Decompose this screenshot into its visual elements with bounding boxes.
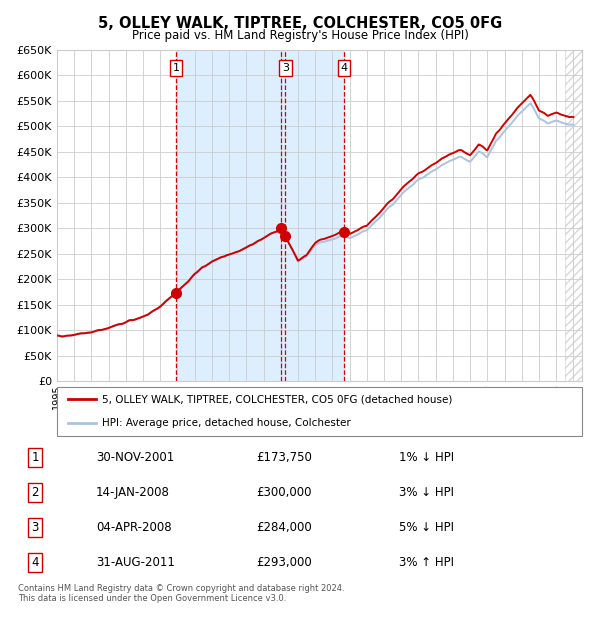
Text: 3: 3 (282, 63, 289, 73)
Text: Contains HM Land Registry data © Crown copyright and database right 2024.
This d: Contains HM Land Registry data © Crown c… (18, 584, 344, 603)
Text: Price paid vs. HM Land Registry's House Price Index (HPI): Price paid vs. HM Land Registry's House … (131, 29, 469, 42)
Text: 1: 1 (31, 451, 39, 464)
Text: £300,000: £300,000 (256, 486, 311, 499)
Text: 3: 3 (31, 521, 39, 534)
Text: 5, OLLEY WALK, TIPTREE, COLCHESTER, CO5 0FG: 5, OLLEY WALK, TIPTREE, COLCHESTER, CO5 … (98, 16, 502, 30)
Text: 3% ↑ HPI: 3% ↑ HPI (400, 556, 454, 569)
Text: 2: 2 (31, 486, 39, 499)
Bar (286, 50, 344, 381)
Text: £293,000: £293,000 (256, 556, 311, 569)
Text: 30-NOV-2001: 30-NOV-2001 (96, 451, 174, 464)
Text: £173,750: £173,750 (256, 451, 312, 464)
Bar (565, 50, 582, 381)
Text: 04-APR-2008: 04-APR-2008 (96, 521, 172, 534)
Text: 31-AUG-2011: 31-AUG-2011 (96, 556, 175, 569)
Text: 5% ↓ HPI: 5% ↓ HPI (400, 521, 454, 534)
Text: £284,000: £284,000 (256, 521, 311, 534)
Text: 3% ↓ HPI: 3% ↓ HPI (400, 486, 454, 499)
Bar (176, 50, 281, 381)
Text: HPI: Average price, detached house, Colchester: HPI: Average price, detached house, Colc… (101, 418, 350, 428)
Text: 4: 4 (340, 63, 347, 73)
Text: 5, OLLEY WALK, TIPTREE, COLCHESTER, CO5 0FG (detached house): 5, OLLEY WALK, TIPTREE, COLCHESTER, CO5 … (101, 394, 452, 404)
Text: 1% ↓ HPI: 1% ↓ HPI (400, 451, 454, 464)
Text: 14-JAN-2008: 14-JAN-2008 (96, 486, 170, 499)
Bar (281, 50, 286, 381)
Text: 4: 4 (31, 556, 39, 569)
Text: 1: 1 (173, 63, 179, 73)
